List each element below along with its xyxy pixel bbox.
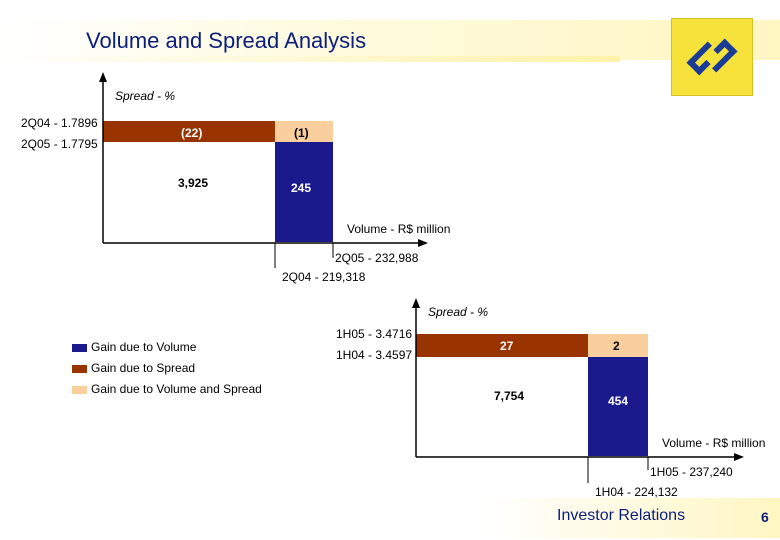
chart1-x-axis-label: Volume - R$ million: [347, 222, 451, 236]
title-underline: [0, 56, 620, 62]
title-band: [0, 20, 780, 60]
legend-label-volume: Gain due to Volume: [91, 340, 197, 354]
chart1-spread-bar: [103, 121, 275, 142]
bank-logo-icon: [686, 38, 738, 76]
chart1-spread-label-base: 2Q05 - 1.7795: [21, 137, 98, 151]
chart1-volume-label-base: 2Q04 - 219,318: [282, 270, 366, 284]
chart2-spread-bar: [416, 334, 588, 357]
chart2-base-value: 7,754: [494, 389, 525, 403]
chart1-spread-label-current: 2Q04 - 1.7896: [21, 116, 98, 130]
chart2-volume-value: 454: [608, 394, 629, 408]
chart1-volume-bar: [275, 142, 333, 242]
footer-label: Investor Relations: [557, 507, 686, 524]
chart1-y-arrow: [99, 72, 107, 82]
footer-band: [480, 498, 780, 538]
legend-swatch-volume: [72, 344, 87, 352]
chart2-spread-label-base: 1H04 - 3.4597: [336, 348, 413, 362]
chart1-volume-label-current: 2Q05 - 232,988: [335, 251, 419, 265]
legend-label-spread: Gain due to Spread: [91, 361, 196, 375]
chart1-volume-spread-bar: [275, 121, 333, 142]
chart2-y-axis-label: Spread - %: [428, 305, 489, 319]
page-title: Volume and Spread Analysis: [86, 28, 367, 53]
chart1-x-arrow: [418, 239, 428, 247]
chart2-x-arrow: [734, 453, 744, 461]
chart2-volume-spread-value: 2: [613, 339, 620, 353]
chart1-volume-spread-value: (1): [294, 126, 309, 140]
page-number: 6: [761, 509, 769, 525]
chart2-volume-label-current: 1H05 - 237,240: [650, 465, 733, 479]
chart1-spread-value: (22): [181, 126, 203, 140]
legend-label-volume-spread: Gain due to Volume and Spread: [91, 382, 262, 396]
chart2-y-arrow: [412, 298, 420, 308]
chart1-y-axis-label: Spread - %: [115, 89, 176, 103]
legend-swatch-spread: [72, 365, 87, 373]
chart2-volume-bar: [588, 357, 648, 456]
chart1-volume-value: 245: [291, 181, 312, 195]
chart2-spread-label-current: 1H05 - 3.4716: [336, 327, 413, 341]
chart2-volume-label-base: 1H04 - 224,132: [595, 485, 678, 499]
legend-swatch-volume-spread: [72, 386, 87, 394]
bank-logo: [671, 18, 753, 96]
chart1-base-value: 3,925: [178, 176, 209, 190]
chart2-x-axis-label: Volume - R$ million: [662, 436, 766, 450]
chart2-spread-value: 27: [500, 339, 514, 353]
chart2-volume-spread-bar: [588, 334, 648, 357]
